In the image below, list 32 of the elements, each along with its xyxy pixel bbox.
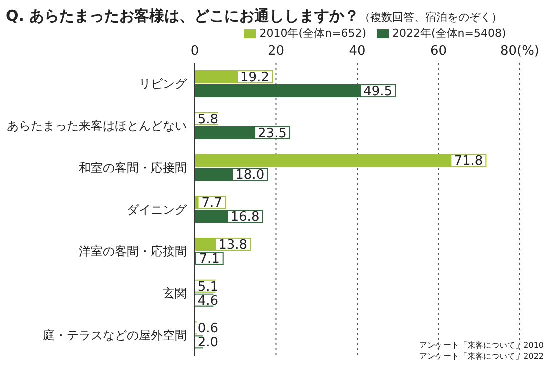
data-label: 19.2 [240,70,270,86]
y-tick-label: あらたまった来客はほとんどない [7,119,187,134]
data-label: 71.8 [454,154,484,170]
annotation: アンケート「来客について」2010 [420,340,544,351]
chart-title: Q. あらたまったお客様は、どこにお通ししますか？ [6,7,360,25]
data-label: 2.0 [198,336,219,351]
data-label: 49.5 [364,84,393,100]
data-label: 7.1 [199,252,220,267]
data-label: 4.6 [198,294,219,309]
data-label: 5.8 [198,112,219,128]
x-tick-label: 40 [349,44,366,59]
y-tick-label: 洋室の客間・応接間 [79,244,187,259]
x-tick-label: 80(%) [500,44,540,59]
x-tick-label: 0 [190,44,200,59]
data-label: 5.1 [198,280,219,295]
y-tick-label: リビング [139,77,188,92]
data-label: 18.0 [236,168,265,184]
data-label: 13.8 [218,238,248,253]
data-label: 16.8 [230,210,260,226]
legend-label: 2022年(全体n=5408) [392,27,506,40]
annotation: アンケート「来客について」2022 [420,351,544,362]
data-label: 7.7 [202,196,222,212]
y-tick-label: ダイニング [127,202,188,217]
x-tick-label: 60 [430,44,448,59]
y-tick-label: 庭・テラスなどの屋外空間 [43,328,187,342]
y-tick-label: 玄関 [163,286,187,300]
chart-subtitle: （複数回答、宿泊をのぞく） [360,11,503,24]
x-tick-label: 20 [268,44,285,59]
y-tick-label: 和室の客間・応接間 [79,160,187,175]
data-label: 0.6 [198,322,219,337]
legend-label: 2010年(全体n=652) [260,27,366,40]
data-label: 23.5 [258,126,287,142]
